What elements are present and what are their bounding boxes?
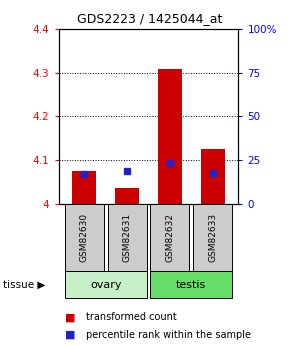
Bar [150, 271, 232, 298]
Bar [158, 69, 182, 204]
Bar [72, 171, 96, 204]
Bar [65, 271, 147, 298]
Text: ■: ■ [64, 330, 75, 339]
Text: GSM82632: GSM82632 [165, 213, 174, 262]
Bar [115, 188, 139, 204]
Text: ovary: ovary [90, 280, 122, 289]
Text: percentile rank within the sample: percentile rank within the sample [85, 330, 250, 339]
Text: ■: ■ [64, 313, 75, 322]
Text: GSM82633: GSM82633 [208, 213, 217, 262]
Bar [201, 149, 225, 204]
Text: tissue ▶: tissue ▶ [3, 280, 45, 289]
Text: GSM82630: GSM82630 [80, 213, 89, 262]
Bar [108, 204, 147, 271]
Bar [193, 204, 232, 271]
Text: testis: testis [176, 280, 206, 289]
Bar [65, 204, 104, 271]
Text: GSM82631: GSM82631 [123, 213, 132, 262]
Bar [150, 204, 189, 271]
Text: GDS2223 / 1425044_at: GDS2223 / 1425044_at [77, 12, 223, 25]
Text: transformed count: transformed count [85, 313, 176, 322]
